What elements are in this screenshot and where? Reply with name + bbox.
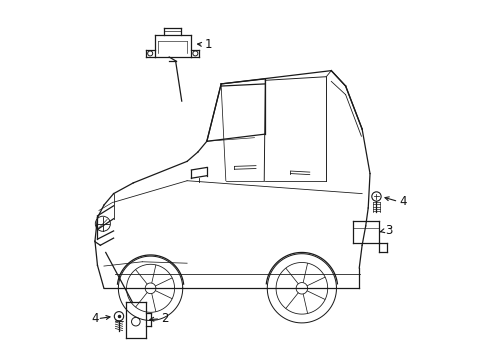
Text: 3: 3	[384, 224, 392, 238]
Text: 1: 1	[204, 38, 211, 51]
Text: 4: 4	[399, 195, 406, 208]
Text: 4: 4	[91, 312, 98, 325]
Text: 2: 2	[161, 312, 168, 325]
